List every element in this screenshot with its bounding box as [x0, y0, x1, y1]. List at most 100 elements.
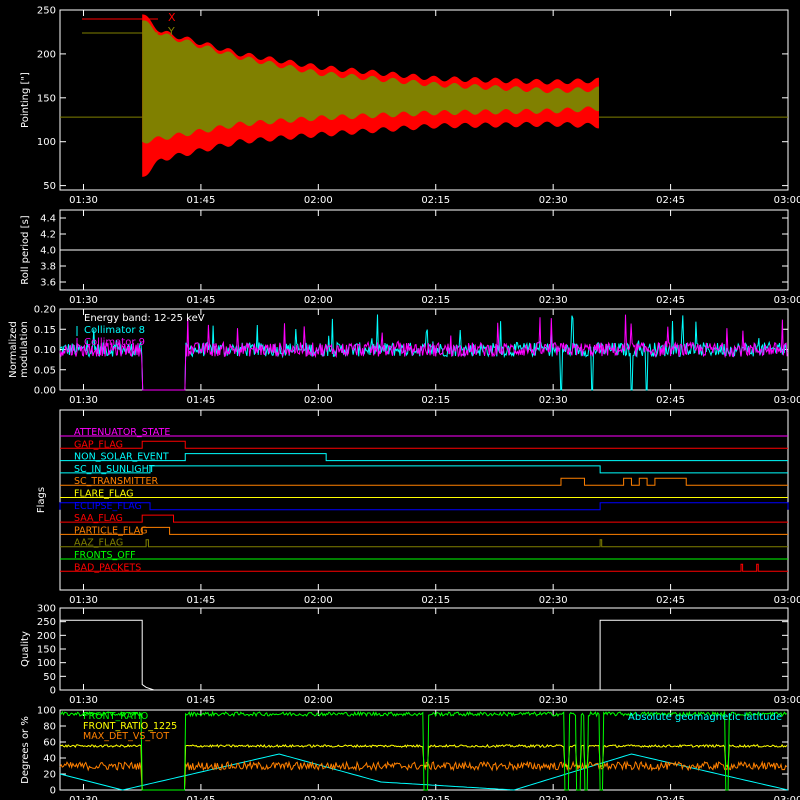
x-tick-label: 03:00 [774, 695, 800, 706]
flag-label: SC_IN_SUNLIGHT [74, 464, 155, 475]
x-tick-label: 03:00 [774, 195, 800, 206]
x-tick-label: 02:45 [656, 195, 685, 206]
x-tick-label: 01:45 [186, 795, 215, 800]
x-tick-label: 02:45 [656, 395, 685, 406]
y-tick-label: 0.05 [34, 365, 56, 376]
y-tick-label: 0.10 [34, 345, 56, 356]
flag-label: NON_SOLAR_EVENT [74, 452, 169, 463]
x-tick-label: 02:00 [304, 195, 333, 206]
x-tick-label: 02:30 [539, 695, 568, 706]
x-tick-label: 02:30 [539, 295, 568, 306]
pointing-panel: 01:30 01:45 02:00 02:15 02:30 02:45 03:00 50 100… [20, 6, 800, 207]
y-tick-label: 0 [50, 686, 56, 697]
roll-period-panel: 01:30 01:45 02:00 02:15 02:30 02:45 03:00 3.6 3.… [20, 209, 800, 306]
legend-label: MAX_DET_VS_TOT [83, 731, 169, 742]
flags-panel: 01:30 01:45 02:00 02:15 02:30 02:45 03:00 Flags… [36, 409, 800, 606]
x-tick-label: 01:45 [186, 195, 215, 206]
flag-trace [60, 453, 788, 462]
y-tick-label: 100 [37, 706, 56, 717]
y-tick-label: 0 [50, 786, 56, 797]
x-tick-label: 01:30 [69, 195, 98, 206]
flag-trace [60, 477, 788, 486]
modulation-series [59, 314, 788, 391]
x-tick-label: 01:30 [69, 595, 98, 606]
energy-band-annotation: Energy band: 12-25 keV [84, 313, 205, 324]
y-tick-label: 4.2 [40, 230, 56, 241]
x-tick-label: 02:00 [304, 295, 333, 306]
x-tick-label: 02:30 [539, 795, 568, 800]
legend-label: X [168, 11, 176, 24]
x-tick-label: 02:30 [539, 195, 568, 206]
x-tick-label: 01:45 [186, 395, 215, 406]
y-tick-label: 4.4 [40, 214, 56, 225]
flag-trace [60, 440, 788, 449]
legend-label: FRONT_RATIO [83, 711, 148, 722]
x-tick-label: 03:00 [774, 595, 800, 606]
y-tick-label: 100 [37, 658, 56, 669]
x-tick-label: 02:00 [304, 595, 333, 606]
pointing-data [60, 14, 788, 177]
x-tick-label: 02:45 [656, 795, 685, 800]
flag-label: ECLIPSE_FLAG [74, 501, 142, 512]
y-tick-label: 20 [43, 770, 56, 781]
panels: 01:30 01:45 02:00 02:15 02:30 02:45 03:00 50 100… [8, 6, 800, 800]
y-tick-label: 150 [37, 93, 56, 104]
y-tick-label: 100 [37, 137, 56, 148]
x-tick-label: 01:45 [186, 295, 215, 306]
flag-trace [60, 514, 788, 523]
modulation-panel: 01:30 01:45 02:00 02:15 02:30 02:45 03:00 0.00 0… [8, 305, 800, 407]
y-tick-label: 250 [37, 617, 56, 628]
panel-frame [59, 409, 789, 591]
flag-label: FLARE_FLAG [74, 489, 134, 500]
y-axis-label: Roll period [s] [20, 215, 31, 284]
y-axis-label: Pointing ["] [20, 72, 31, 128]
x-tick-label: 02:30 [539, 595, 568, 606]
y-axis-label: Degrees or % [20, 716, 31, 784]
x-tick-label: 01:30 [69, 395, 98, 406]
flag-trace [60, 539, 788, 548]
x-tick-label: 02:15 [421, 795, 450, 800]
x-tick-label: 01:45 [186, 595, 215, 606]
quality-line [60, 619, 788, 691]
y-axis-label: modulation [19, 321, 30, 378]
flag-label: SAA_FLAG [74, 513, 123, 524]
x-tick-label: 01:30 [69, 795, 98, 800]
y-axis-label: Quality [20, 631, 31, 667]
y-tick-label: 40 [43, 754, 56, 765]
y-tick-label: 150 [37, 645, 56, 656]
quality-panel: 01:30 01:45 02:00 02:15 02:30 02:45 03:00 0 50 10… [20, 604, 800, 707]
y-tick-label: 200 [37, 631, 56, 642]
x-tick-label: 02:15 [421, 595, 450, 606]
x-tick-label: 02:45 [656, 295, 685, 306]
x-tick-label: 02:30 [539, 395, 568, 406]
pointing-series-y [142, 20, 599, 144]
x-tick-label: 02:15 [421, 195, 450, 206]
y-axis-label: Flags [36, 487, 47, 513]
flag-trace [60, 465, 788, 474]
y-tick-label: 0.00 [34, 386, 56, 397]
legend-label: Collimator 8 [84, 325, 145, 336]
y-tick-label: 3.6 [40, 278, 56, 289]
x-tick-label: 03:00 [774, 295, 800, 306]
x-tick-label: 02:45 [656, 595, 685, 606]
flag-label: AAZ_FLAG [74, 538, 123, 549]
y-tick-label: 0.15 [34, 325, 56, 336]
flag-trace [59, 502, 789, 511]
ratio-series [60, 710, 788, 791]
legend-label: Y [167, 25, 175, 38]
x-tick-label: 02:15 [421, 295, 450, 306]
y-tick-label: 50 [43, 181, 56, 192]
y-tick-label: 200 [37, 49, 56, 60]
y-tick-label: 60 [43, 738, 56, 749]
x-tick-label: 02:45 [656, 695, 685, 706]
y-tick-label: 50 [43, 672, 56, 683]
x-tick-label: 02:00 [304, 695, 333, 706]
y-tick-label: 3.8 [40, 262, 56, 273]
x-tick-label: 02:15 [421, 695, 450, 706]
x-tick-label: 01:45 [186, 695, 215, 706]
flag-label: ATTENUATOR_STATE [74, 427, 170, 438]
x-tick-label: 01:30 [69, 295, 98, 306]
flag-label: GAP_FLAG [74, 439, 123, 450]
x-tick-label: 03:00 [774, 795, 800, 800]
